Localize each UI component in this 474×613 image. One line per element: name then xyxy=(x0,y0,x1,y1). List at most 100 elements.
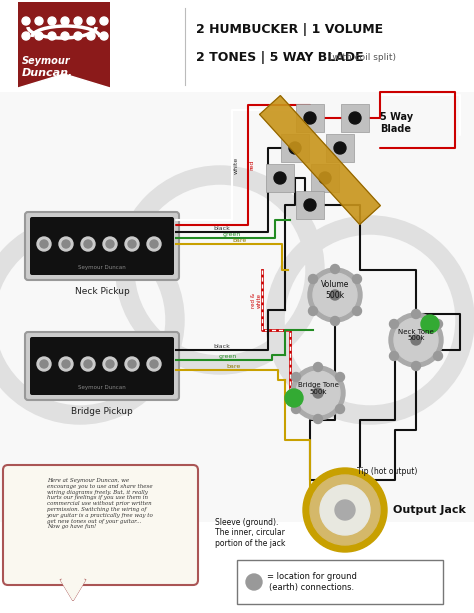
Circle shape xyxy=(87,17,95,25)
Circle shape xyxy=(296,371,340,415)
Circle shape xyxy=(303,468,387,552)
Text: Volume
500k: Volume 500k xyxy=(321,280,349,300)
Circle shape xyxy=(246,574,262,590)
FancyBboxPatch shape xyxy=(25,332,179,400)
Circle shape xyxy=(334,142,346,154)
Circle shape xyxy=(335,500,355,520)
Circle shape xyxy=(292,373,301,381)
Circle shape xyxy=(128,360,136,368)
Text: green: green xyxy=(223,232,241,237)
Circle shape xyxy=(411,310,420,319)
Polygon shape xyxy=(18,74,110,88)
Text: Here at Seymour Duncan, we
encourage you to use and share these
wiring diagrams : Here at Seymour Duncan, we encourage you… xyxy=(46,478,154,530)
Circle shape xyxy=(411,362,420,370)
Circle shape xyxy=(22,17,30,25)
Circle shape xyxy=(330,290,340,300)
Circle shape xyxy=(74,32,82,40)
Circle shape xyxy=(390,319,399,329)
Circle shape xyxy=(309,275,318,283)
Text: 2 HUMBUCKER | 1 VOLUME: 2 HUMBUCKER | 1 VOLUME xyxy=(196,23,383,37)
FancyBboxPatch shape xyxy=(296,191,324,219)
FancyBboxPatch shape xyxy=(296,104,324,132)
Circle shape xyxy=(353,275,362,283)
Circle shape xyxy=(125,357,139,371)
FancyBboxPatch shape xyxy=(281,134,309,162)
Circle shape xyxy=(313,388,323,398)
Circle shape xyxy=(150,360,158,368)
Text: Output Jack: Output Jack xyxy=(393,505,466,515)
Circle shape xyxy=(390,351,399,360)
FancyBboxPatch shape xyxy=(30,217,174,275)
FancyBboxPatch shape xyxy=(237,560,443,604)
Text: Sleeve (ground).
The inner, circular
portion of the jack: Sleeve (ground). The inner, circular por… xyxy=(215,518,285,548)
Circle shape xyxy=(421,315,439,333)
Circle shape xyxy=(274,172,286,184)
Circle shape xyxy=(313,273,357,317)
Circle shape xyxy=(103,237,117,251)
Circle shape xyxy=(349,112,361,124)
Circle shape xyxy=(40,360,48,368)
Circle shape xyxy=(84,240,92,248)
Text: Bridge Pickup: Bridge Pickup xyxy=(71,407,133,416)
Circle shape xyxy=(37,237,51,251)
Circle shape xyxy=(292,405,301,414)
Text: Seymour Duncan: Seymour Duncan xyxy=(78,384,126,389)
FancyBboxPatch shape xyxy=(266,164,294,192)
Circle shape xyxy=(106,360,114,368)
Circle shape xyxy=(411,335,421,345)
Circle shape xyxy=(309,306,318,316)
Text: 5 Way
Blade: 5 Way Blade xyxy=(380,112,413,134)
Circle shape xyxy=(81,237,95,251)
Circle shape xyxy=(59,357,73,371)
Circle shape xyxy=(35,32,43,40)
Circle shape xyxy=(147,237,161,251)
Circle shape xyxy=(353,306,362,316)
Text: Bridge Tone
500k: Bridge Tone 500k xyxy=(298,381,338,395)
Text: Seymour: Seymour xyxy=(22,56,71,66)
Circle shape xyxy=(87,32,95,40)
Circle shape xyxy=(35,17,43,25)
Circle shape xyxy=(310,475,380,545)
Text: bare: bare xyxy=(233,238,247,243)
FancyBboxPatch shape xyxy=(18,2,110,88)
Circle shape xyxy=(147,357,161,371)
Circle shape xyxy=(100,17,108,25)
Circle shape xyxy=(103,357,117,371)
Circle shape xyxy=(48,17,56,25)
Text: Neck Pickup: Neck Pickup xyxy=(74,287,129,296)
FancyBboxPatch shape xyxy=(0,92,474,522)
Circle shape xyxy=(81,357,95,371)
Circle shape xyxy=(128,240,136,248)
Text: = location for ground
(earth) connections.: = location for ground (earth) connection… xyxy=(267,573,357,592)
FancyBboxPatch shape xyxy=(30,337,174,395)
Circle shape xyxy=(150,240,158,248)
Text: black: black xyxy=(214,226,230,231)
Circle shape xyxy=(304,199,316,211)
Circle shape xyxy=(100,32,108,40)
Text: Tip (hot output): Tip (hot output) xyxy=(357,468,418,476)
Circle shape xyxy=(61,32,69,40)
Circle shape xyxy=(125,237,139,251)
Polygon shape xyxy=(61,580,85,600)
Circle shape xyxy=(313,414,322,424)
Text: bare: bare xyxy=(227,364,241,369)
Circle shape xyxy=(434,351,443,360)
FancyBboxPatch shape xyxy=(3,465,198,585)
Circle shape xyxy=(330,264,339,273)
Circle shape xyxy=(389,313,443,367)
Polygon shape xyxy=(260,96,380,224)
Circle shape xyxy=(319,172,331,184)
Text: red: red xyxy=(249,160,255,170)
Circle shape xyxy=(308,268,362,322)
Circle shape xyxy=(336,373,345,381)
Circle shape xyxy=(40,240,48,248)
Circle shape xyxy=(394,318,438,362)
Circle shape xyxy=(336,405,345,414)
Circle shape xyxy=(289,142,301,154)
FancyBboxPatch shape xyxy=(341,104,369,132)
Text: green: green xyxy=(219,354,237,359)
Text: black: black xyxy=(214,344,230,349)
Circle shape xyxy=(106,240,114,248)
Text: Duncan.: Duncan. xyxy=(22,68,73,78)
Circle shape xyxy=(285,389,303,407)
